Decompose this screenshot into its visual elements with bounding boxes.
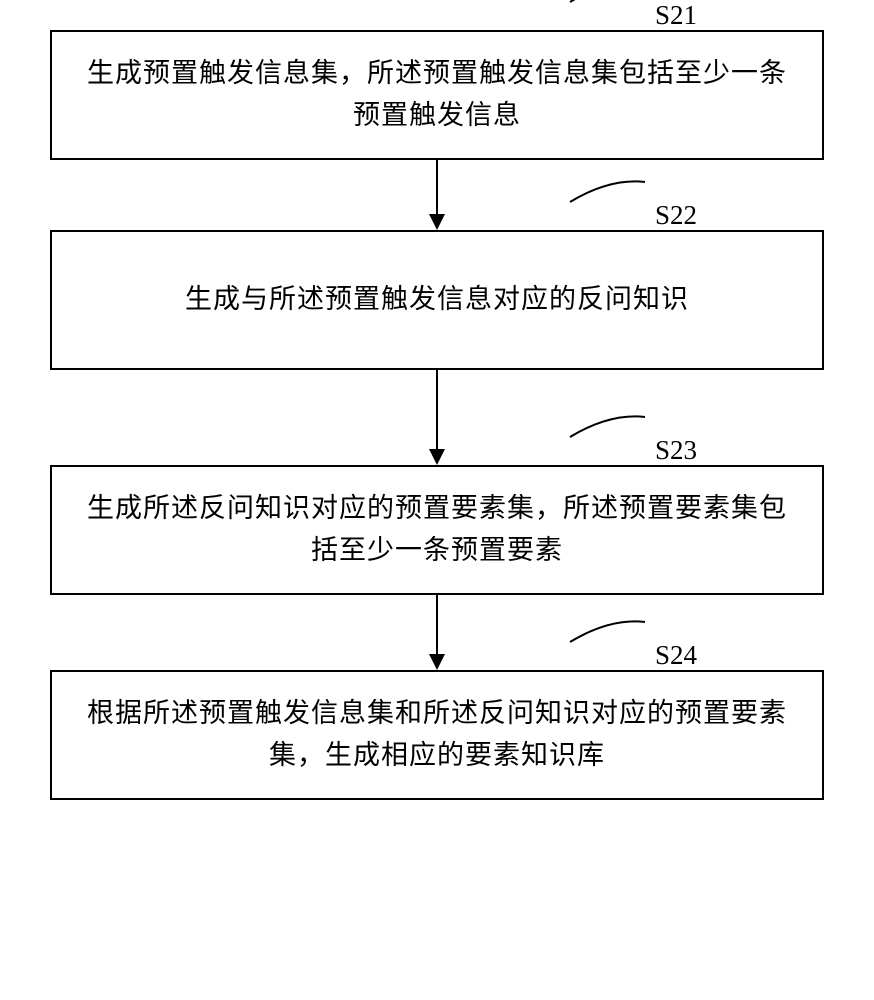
step-label: S22 (655, 200, 697, 231)
flow-node-S23: S23生成所述反问知识对应的预置要素集，所述预置要素集包括至少一条预置要素 (50, 465, 824, 595)
flow-box: 生成所述反问知识对应的预置要素集，所述预置要素集包括至少一条预置要素 (50, 465, 824, 595)
flow-node-S21: S21生成预置触发信息集，所述预置触发信息集包括至少一条预置触发信息 (50, 30, 824, 160)
arrow-down-icon (50, 595, 824, 670)
arrow-down-icon (50, 370, 824, 465)
arrow-head-icon (429, 654, 445, 670)
flow-box-text: 生成所述反问知识对应的预置要素集，所述预置要素集包括至少一条预置要素 (82, 488, 792, 572)
arrow-head-icon (429, 214, 445, 230)
flow-box-text: 生成与所述预置触发信息对应的反问知识 (185, 279, 689, 321)
flow-box: 生成预置触发信息集，所述预置触发信息集包括至少一条预置触发信息 (50, 30, 824, 160)
flow-node-S24: S24根据所述预置触发信息集和所述反问知识对应的预置要素集，生成相应的要素知识库 (50, 670, 824, 800)
flow-node-S22: S22生成与所述预置触发信息对应的反问知识 (50, 230, 824, 370)
arrow-shaft (436, 370, 438, 449)
arrow-shaft (436, 595, 438, 654)
flow-box-text: 生成预置触发信息集，所述预置触发信息集包括至少一条预置触发信息 (82, 53, 792, 137)
arrow-head-icon (429, 449, 445, 465)
arrow-shaft (436, 160, 438, 214)
flow-box: 生成与所述预置触发信息对应的反问知识 (50, 230, 824, 370)
step-label: S21 (655, 0, 697, 31)
arrow-down-icon (50, 160, 824, 230)
step-label: S24 (655, 640, 697, 671)
flow-box-text: 根据所述预置触发信息集和所述反问知识对应的预置要素集，生成相应的要素知识库 (82, 693, 792, 777)
step-label: S23 (655, 435, 697, 466)
flowchart-container: S21生成预置触发信息集，所述预置触发信息集包括至少一条预置触发信息S22生成与… (50, 30, 824, 800)
flow-box: 根据所述预置触发信息集和所述反问知识对应的预置要素集，生成相应的要素知识库 (50, 670, 824, 800)
